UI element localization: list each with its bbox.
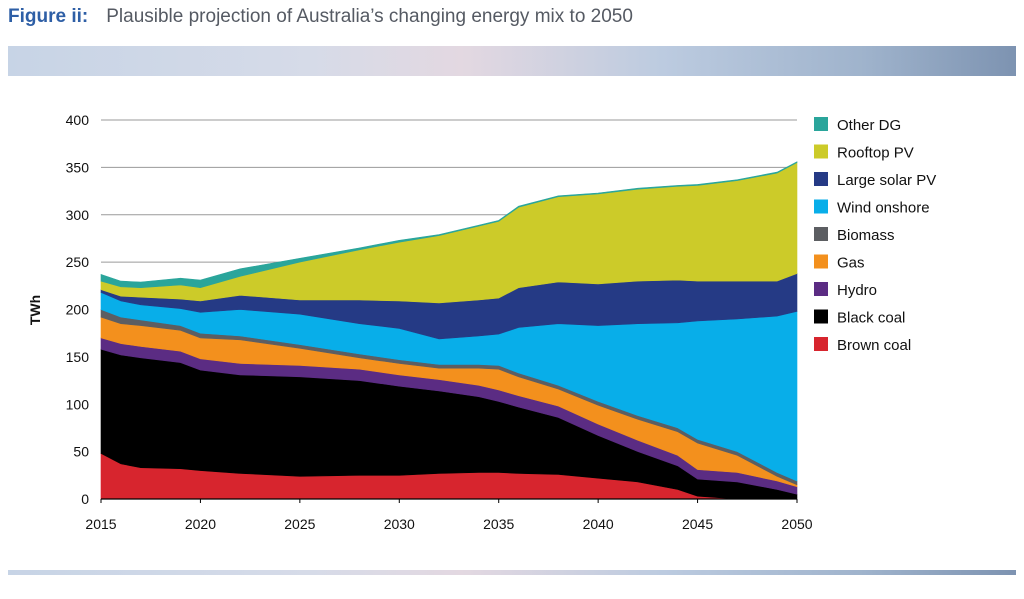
x-tick-label: 2030 (384, 516, 415, 532)
y-tick-label: 250 (66, 254, 90, 270)
legend-label-large-solar-pv: Large solar PV (837, 172, 936, 189)
y-tick-label: 100 (66, 396, 90, 412)
legend-swatch-black-coal (814, 309, 828, 324)
figure-label: Figure ii: (8, 6, 89, 27)
series-areas (100, 161, 798, 500)
legend-swatch-brown-coal (814, 337, 828, 351)
figure-title: Plausible projection of Australia’s chan… (106, 6, 633, 27)
legend-label-gas: Gas (837, 255, 865, 272)
y-tick-label: 0 (81, 491, 89, 507)
axes: 0 50 100 150 200 250 300 350 400 2015 2020 2025 2030… (66, 112, 813, 532)
x-tick-label: 2050 (781, 516, 812, 532)
decorative-header-band (8, 46, 1016, 76)
x-tick-label: 2020 (185, 516, 216, 532)
y-tick-label: 150 (66, 349, 90, 365)
y-axis-label: TWh (27, 295, 43, 325)
x-tick-label: 2035 (483, 516, 514, 532)
legend-label-black-coal: Black coal (837, 310, 905, 327)
figure-header: Figure ii: Plausible projection of Austra… (8, 6, 633, 28)
legend-label-wind-onshore: Wind onshore (837, 200, 930, 217)
legend-swatch-biomass (814, 227, 828, 241)
legend-label-brown-coal: Brown coal (837, 337, 911, 354)
y-tick-label: 400 (66, 112, 90, 128)
decorative-footer-band (8, 570, 1016, 575)
legend-label-rooftop-pv: Rooftop PV (837, 145, 914, 162)
y-tick-label: 50 (73, 444, 89, 460)
legend: Other DG Rooftop PV Large solar PV Wind ons… (814, 117, 936, 354)
legend-label-hydro: Hydro (837, 282, 877, 299)
y-tick-label: 200 (66, 302, 90, 318)
series-area-other-dg (100, 161, 798, 289)
legend-swatch-wind-onshore (814, 199, 828, 214)
legend-label-other-dg: Other DG (837, 117, 901, 134)
legend-swatch-hydro (814, 282, 828, 296)
x-tick-label: 2025 (284, 516, 315, 532)
y-tick-label: 350 (66, 159, 90, 175)
legend-swatch-rooftop-pv (814, 144, 828, 159)
x-tick-label: 2045 (682, 516, 713, 532)
legend-swatch-large-solar-pv (814, 172, 828, 186)
legend-swatch-other-dg (814, 117, 828, 131)
y-tick-label: 300 (66, 207, 90, 223)
x-tick-label: 2040 (583, 516, 614, 532)
legend-swatch-gas (814, 254, 828, 269)
legend-label-biomass: Biomass (837, 227, 895, 244)
x-tick-label: 2015 (85, 516, 116, 532)
